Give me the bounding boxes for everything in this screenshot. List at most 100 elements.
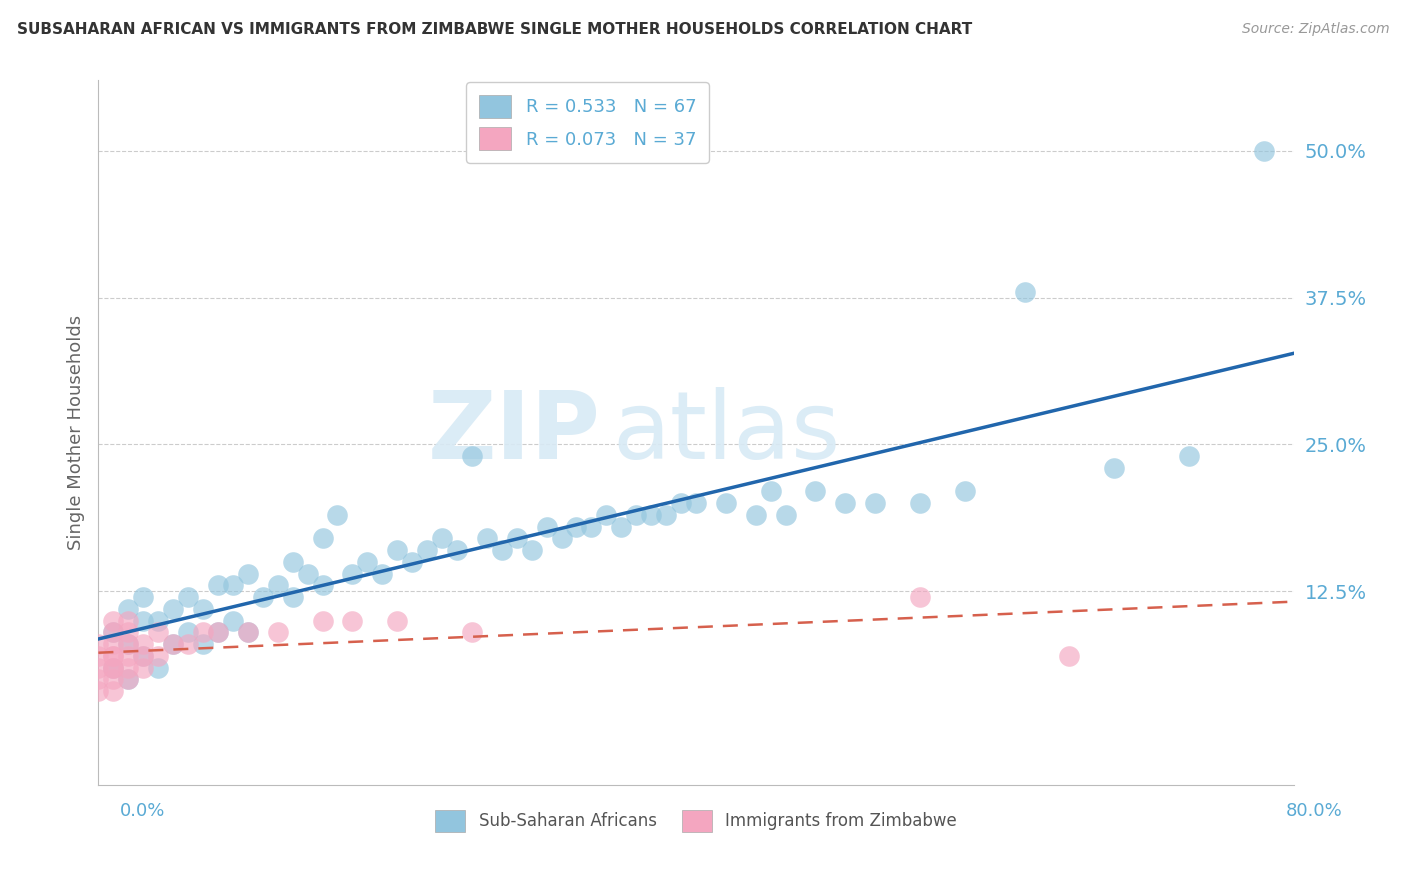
Point xyxy=(117,648,139,663)
Point xyxy=(103,673,125,687)
Text: Source: ZipAtlas.com: Source: ZipAtlas.com xyxy=(1241,22,1389,37)
Point xyxy=(207,578,229,592)
Point xyxy=(117,637,139,651)
Point xyxy=(103,648,125,663)
Point xyxy=(401,555,423,569)
Point xyxy=(475,532,498,546)
Legend: Sub-Saharan Africans, Immigrants from Zimbabwe: Sub-Saharan Africans, Immigrants from Zi… xyxy=(427,802,965,840)
Point xyxy=(267,625,290,640)
Point xyxy=(640,508,662,522)
Point xyxy=(655,508,678,522)
Point xyxy=(222,578,245,592)
Point xyxy=(865,496,887,510)
Point xyxy=(311,532,333,546)
Point xyxy=(87,648,110,663)
Point xyxy=(1178,449,1201,463)
Point xyxy=(371,566,394,581)
Point xyxy=(87,637,110,651)
Point xyxy=(430,532,453,546)
Point xyxy=(132,648,155,663)
Y-axis label: Single Mother Households: Single Mother Households xyxy=(66,315,84,550)
Point xyxy=(87,660,110,674)
Point xyxy=(759,484,782,499)
Point xyxy=(491,543,513,558)
Point xyxy=(714,496,737,510)
Point xyxy=(536,519,558,533)
Point xyxy=(252,590,274,604)
Point xyxy=(177,625,200,640)
Point xyxy=(804,484,827,499)
Point xyxy=(1059,648,1081,663)
Point xyxy=(103,625,125,640)
Point xyxy=(685,496,707,510)
Point xyxy=(342,566,364,581)
Point xyxy=(103,660,125,674)
Point xyxy=(461,625,484,640)
Point xyxy=(297,566,319,581)
Point xyxy=(581,519,603,533)
Point xyxy=(416,543,439,558)
Text: 0.0%: 0.0% xyxy=(120,802,165,820)
Point xyxy=(103,625,125,640)
Point xyxy=(103,684,125,698)
Point xyxy=(148,625,170,640)
Point xyxy=(162,637,184,651)
Point xyxy=(236,625,259,640)
Point xyxy=(1104,460,1126,475)
Point xyxy=(1253,144,1275,158)
Point xyxy=(207,625,229,640)
Point xyxy=(311,578,333,592)
Point xyxy=(281,590,304,604)
Point xyxy=(162,637,184,651)
Point xyxy=(103,660,125,674)
Point xyxy=(506,532,529,546)
Point xyxy=(236,566,259,581)
Point xyxy=(191,637,214,651)
Point xyxy=(117,625,139,640)
Point xyxy=(148,648,170,663)
Point xyxy=(565,519,588,533)
Point xyxy=(132,614,155,628)
Point xyxy=(132,590,155,604)
Point xyxy=(626,508,648,522)
Point xyxy=(117,637,139,651)
Point xyxy=(342,614,364,628)
Point xyxy=(356,555,378,569)
Point xyxy=(953,484,976,499)
Text: ZIP: ZIP xyxy=(427,386,600,479)
Point xyxy=(177,590,200,604)
Point xyxy=(595,508,617,522)
Point xyxy=(207,625,229,640)
Point xyxy=(103,614,125,628)
Point xyxy=(132,648,155,663)
Point xyxy=(191,625,214,640)
Point xyxy=(385,543,409,558)
Point xyxy=(834,496,856,510)
Text: SUBSAHARAN AFRICAN VS IMMIGRANTS FROM ZIMBABWE SINGLE MOTHER HOUSEHOLDS CORRELAT: SUBSAHARAN AFRICAN VS IMMIGRANTS FROM ZI… xyxy=(17,22,972,37)
Point xyxy=(117,601,139,615)
Point xyxy=(1014,285,1036,299)
Point xyxy=(610,519,633,533)
Point xyxy=(669,496,692,510)
Point xyxy=(908,590,931,604)
Text: 80.0%: 80.0% xyxy=(1286,802,1343,820)
Point xyxy=(775,508,797,522)
Point xyxy=(311,614,333,628)
Point xyxy=(132,660,155,674)
Point xyxy=(281,555,304,569)
Point xyxy=(326,508,349,522)
Point xyxy=(87,684,110,698)
Point xyxy=(177,637,200,651)
Point xyxy=(117,673,139,687)
Point xyxy=(236,625,259,640)
Point xyxy=(132,637,155,651)
Point xyxy=(191,601,214,615)
Point xyxy=(162,601,184,615)
Point xyxy=(222,614,245,628)
Point xyxy=(745,508,768,522)
Point xyxy=(87,673,110,687)
Point xyxy=(148,614,170,628)
Point xyxy=(385,614,409,628)
Point xyxy=(446,543,468,558)
Text: atlas: atlas xyxy=(613,386,841,479)
